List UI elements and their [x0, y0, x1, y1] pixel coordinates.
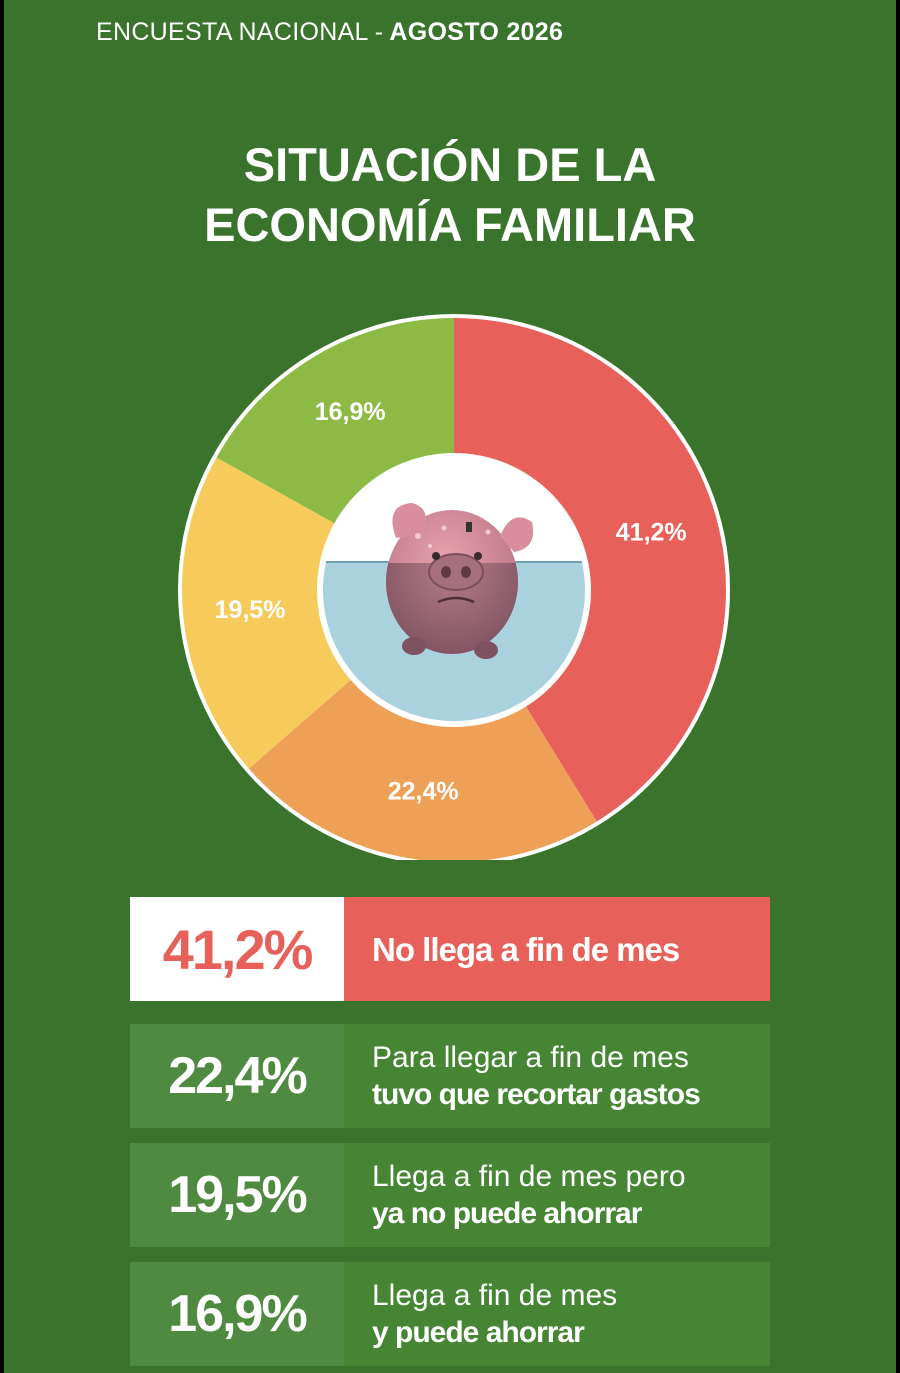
legend-desc-line-2: ya no puede ahorrar	[372, 1197, 642, 1230]
legend-desc: Llega a fin de mes pero ya no puede ahor…	[344, 1143, 770, 1247]
survey-header: ENCUESTA NACIONAL - AGOSTO 2026	[96, 18, 563, 47]
slice-label-1: 22,4%	[388, 777, 459, 805]
legend-desc: No llega a fin de mes	[344, 897, 770, 1001]
legend-pct: 22,4%	[130, 1024, 344, 1128]
legend-desc-line-1: No llega a fin de mes	[372, 930, 680, 968]
legend-desc-line-2: y puede ahorrar	[372, 1316, 585, 1349]
legend-row-no-llega: 41,2% No llega a fin de mes	[130, 897, 770, 1001]
legend-pct: 19,5%	[130, 1143, 344, 1247]
infographic-page: ENCUESTA NACIONAL - AGOSTO 2026 SITUACIÓN …	[4, 0, 896, 1373]
legend-desc: Para llegar a fin de mes tuvo que recort…	[344, 1024, 770, 1128]
legend-desc-line-1: Para llegar a fin de mes	[372, 1041, 689, 1074]
legend-row-puede-ahorrar: 16,9% Llega a fin de mes y puede ahorrar	[130, 1262, 770, 1366]
title-line-1: SITUACIÓN DE LA	[243, 138, 657, 191]
header-date: AGOSTO 2026	[389, 18, 564, 46]
legend-pct: 41,2%	[130, 897, 344, 1001]
legend-row-no-puede-ahorrar: 19,5% Llega a fin de mes pero ya no pued…	[130, 1143, 770, 1247]
piggy-bank-icon	[323, 459, 585, 721]
slice-label-0: 41,2%	[616, 519, 687, 547]
legend-desc-line-1: Llega a fin de mes pero	[372, 1160, 686, 1193]
title-line-2: ECONOMÍA FAMILIAR	[204, 198, 696, 251]
page-title: SITUACIÓN DE LA ECONOMÍA FAMILIAR	[4, 135, 896, 255]
donut-slice-2	[181, 457, 454, 769]
donut-chart: 41,2% 22,4% 19,5% 16,9%	[178, 314, 730, 860]
legend-pct: 16,9%	[130, 1262, 344, 1366]
header-separator: -	[374, 18, 384, 46]
legend-row-recortar-gastos: 22,4% Para llegar a fin de mes tuvo que …	[130, 1024, 770, 1128]
legend-desc-line-1: Llega a fin de mes	[372, 1279, 618, 1312]
donut-slice-1	[248, 590, 597, 860]
legend-desc-line-2: tuvo que recortar gastos	[372, 1078, 701, 1111]
legend-desc: Llega a fin de mes y puede ahorrar	[344, 1262, 770, 1366]
header-survey-name: ENCUESTA NACIONAL	[96, 18, 369, 46]
slice-label-3: 16,9%	[315, 398, 386, 426]
slice-label-2: 19,5%	[215, 596, 286, 624]
